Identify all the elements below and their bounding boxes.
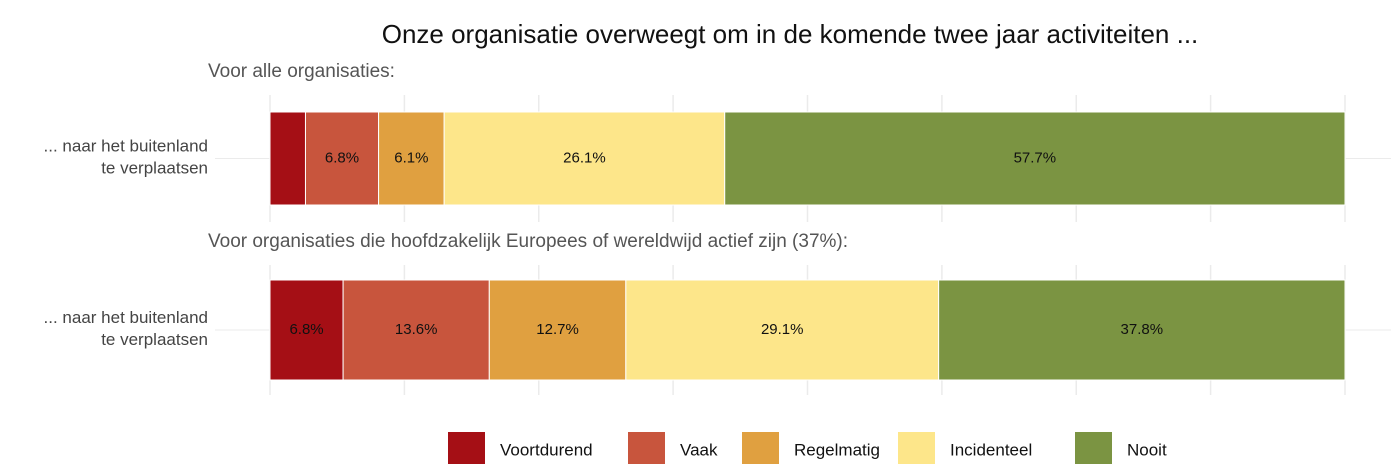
legend-swatch — [1075, 432, 1112, 464]
value-label: 6.1% — [394, 149, 428, 166]
bar-segment — [378, 111, 445, 206]
bar-segment — [443, 111, 726, 206]
value-label: 13.6% — [395, 321, 438, 338]
bar-segment — [342, 279, 490, 381]
value-label: 26.1% — [563, 149, 606, 166]
legend-swatch — [742, 432, 779, 464]
value-label: 37.8% — [1121, 321, 1164, 338]
legend-swatch — [448, 432, 485, 464]
value-label: 6.8% — [325, 149, 359, 166]
legend-swatch — [628, 432, 665, 464]
bar-segment — [938, 279, 1346, 381]
panel-subtitle: Voor alle organisaties: — [208, 61, 395, 82]
bar-segment — [625, 279, 940, 381]
legend-label: Incidenteel — [950, 440, 1032, 459]
chart-title: Onze organisatie overweegt om in de kome… — [382, 19, 1199, 49]
panel-subtitle: Voor organisaties die hoofdzakelijk Euro… — [208, 231, 848, 252]
bar-segment — [269, 111, 306, 206]
value-label: 6.8% — [289, 321, 323, 338]
value-label: 29.1% — [761, 321, 804, 338]
legend-label: Voortdurend — [500, 440, 593, 459]
category-label: ... naar het buitenland te verplaatsen — [44, 308, 208, 349]
bar-segment — [488, 279, 627, 381]
category-label: ... naar het buitenland te verplaatsen — [44, 137, 208, 178]
value-label: 57.7% — [1014, 149, 1057, 166]
legend-label: Vaak — [680, 440, 718, 459]
bar-segment — [724, 111, 1346, 206]
legend-swatch — [898, 432, 935, 464]
legend-label: Nooit — [1127, 440, 1167, 459]
value-label: 12.7% — [536, 321, 579, 338]
legend-label: Regelmatig — [794, 440, 880, 459]
